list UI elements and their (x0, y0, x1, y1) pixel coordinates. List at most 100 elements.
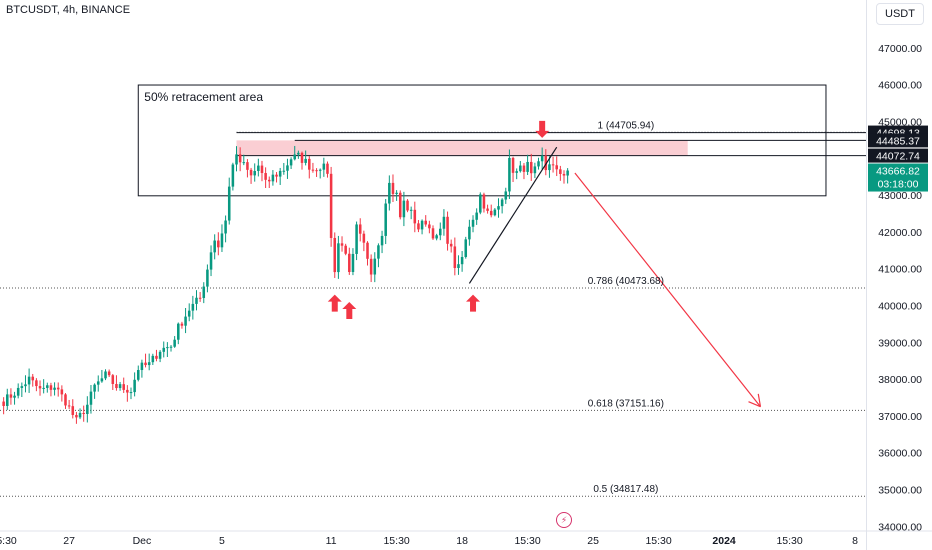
candle-body (184, 316, 187, 326)
candle-body (278, 170, 282, 177)
time-axis-tick: 15:30 (383, 535, 409, 547)
candle-body (198, 297, 202, 299)
time-axis-tick: 18 (456, 535, 468, 547)
candle (155, 349, 158, 362)
candle (406, 199, 409, 213)
candle-body (187, 310, 191, 317)
price-axis-tick: 45000.00 (878, 116, 922, 128)
candle-body (337, 243, 340, 273)
candle-body (395, 192, 398, 194)
candle-body (206, 269, 209, 287)
candle (118, 381, 122, 391)
projection-arrow-line (574, 172, 761, 408)
candle (27, 368, 31, 393)
candle (129, 387, 133, 400)
candle (271, 170, 275, 186)
candle-body (544, 155, 548, 171)
candle-body (96, 381, 100, 385)
candle (358, 218, 362, 242)
tradingview-logo-icon[interactable]: ⚡ (556, 512, 572, 528)
candle (369, 254, 373, 283)
candle-body (16, 387, 20, 396)
fib-level-label: 1 (44705.94) (597, 120, 654, 131)
candle (508, 149, 511, 199)
candle (420, 219, 424, 235)
candle-body (537, 161, 540, 167)
candle-body (559, 169, 562, 174)
currency-selector[interactable]: USDT (876, 3, 924, 25)
candle-body (100, 378, 104, 382)
time-axis-tick: 27 (63, 535, 75, 547)
candle-body (49, 385, 53, 390)
candle-body (82, 412, 85, 414)
candle-body (566, 170, 569, 176)
candle (315, 168, 318, 177)
candle-body (358, 224, 362, 234)
candle-body (420, 220, 424, 230)
last-price-value: 43666.82 (876, 166, 920, 178)
candle (180, 321, 184, 329)
candle-body (431, 228, 435, 239)
candle-body (107, 371, 111, 376)
candle (398, 190, 402, 220)
candle-body (286, 165, 289, 171)
candle-body (391, 182, 395, 194)
candle (9, 388, 13, 405)
time-axis-tick: 11 (326, 535, 337, 547)
candle-body (217, 240, 220, 248)
candle-body (202, 286, 206, 298)
candle (238, 147, 242, 172)
candle (424, 215, 427, 227)
candle-body (515, 171, 518, 173)
candle (511, 156, 515, 182)
candle (111, 374, 115, 391)
candle-body (457, 264, 460, 268)
candle (388, 175, 391, 211)
candle (519, 160, 522, 173)
candle-body (519, 165, 522, 172)
candle (104, 369, 107, 381)
candle (64, 393, 67, 409)
candle-body (151, 355, 155, 363)
candle-body (308, 158, 311, 170)
candle-body (147, 362, 151, 366)
fib-level-label: 0.618 (37151.16) (588, 398, 664, 409)
drawings-layer[interactable] (468, 146, 762, 408)
candle-body (166, 347, 169, 349)
candle (340, 236, 344, 252)
candle-body (428, 224, 431, 229)
candle-body (253, 170, 256, 176)
candle-body (9, 394, 13, 398)
price-tag-bg (868, 133, 928, 148)
candle (122, 377, 125, 393)
candle-body (104, 371, 107, 379)
candle (366, 241, 369, 266)
candle-body (398, 192, 402, 218)
candle (93, 383, 96, 399)
candle (457, 255, 460, 275)
candle (206, 264, 209, 293)
time-axis[interactable]: 15:30 27 Dec 5 11 15:30 18 15:30 25 15:30 2024 15:3… (0, 530, 932, 547)
candle (308, 156, 311, 179)
candle (482, 192, 486, 213)
candle-body (122, 384, 125, 390)
candle (537, 157, 540, 170)
candle (304, 150, 307, 166)
price-axis-tick: 34000.00 (878, 521, 922, 533)
candle-body (213, 240, 216, 253)
candle (329, 166, 333, 247)
price-axis[interactable]: 34000.00 35000.00 36000.00 37000.00 38000.00… (878, 43, 922, 533)
candle-body (71, 406, 75, 415)
candle (202, 282, 206, 304)
candle (289, 157, 293, 170)
candle-body (348, 253, 351, 273)
candle-body (129, 392, 133, 394)
candle-body (344, 245, 347, 254)
candle (169, 345, 173, 352)
candle-body (46, 385, 49, 388)
fib-labels-layer: 1 (44705.94) 0.786 (40473.68) 0.618 (37151… (588, 120, 664, 495)
candle-body (126, 389, 129, 393)
candle-body (257, 165, 260, 171)
